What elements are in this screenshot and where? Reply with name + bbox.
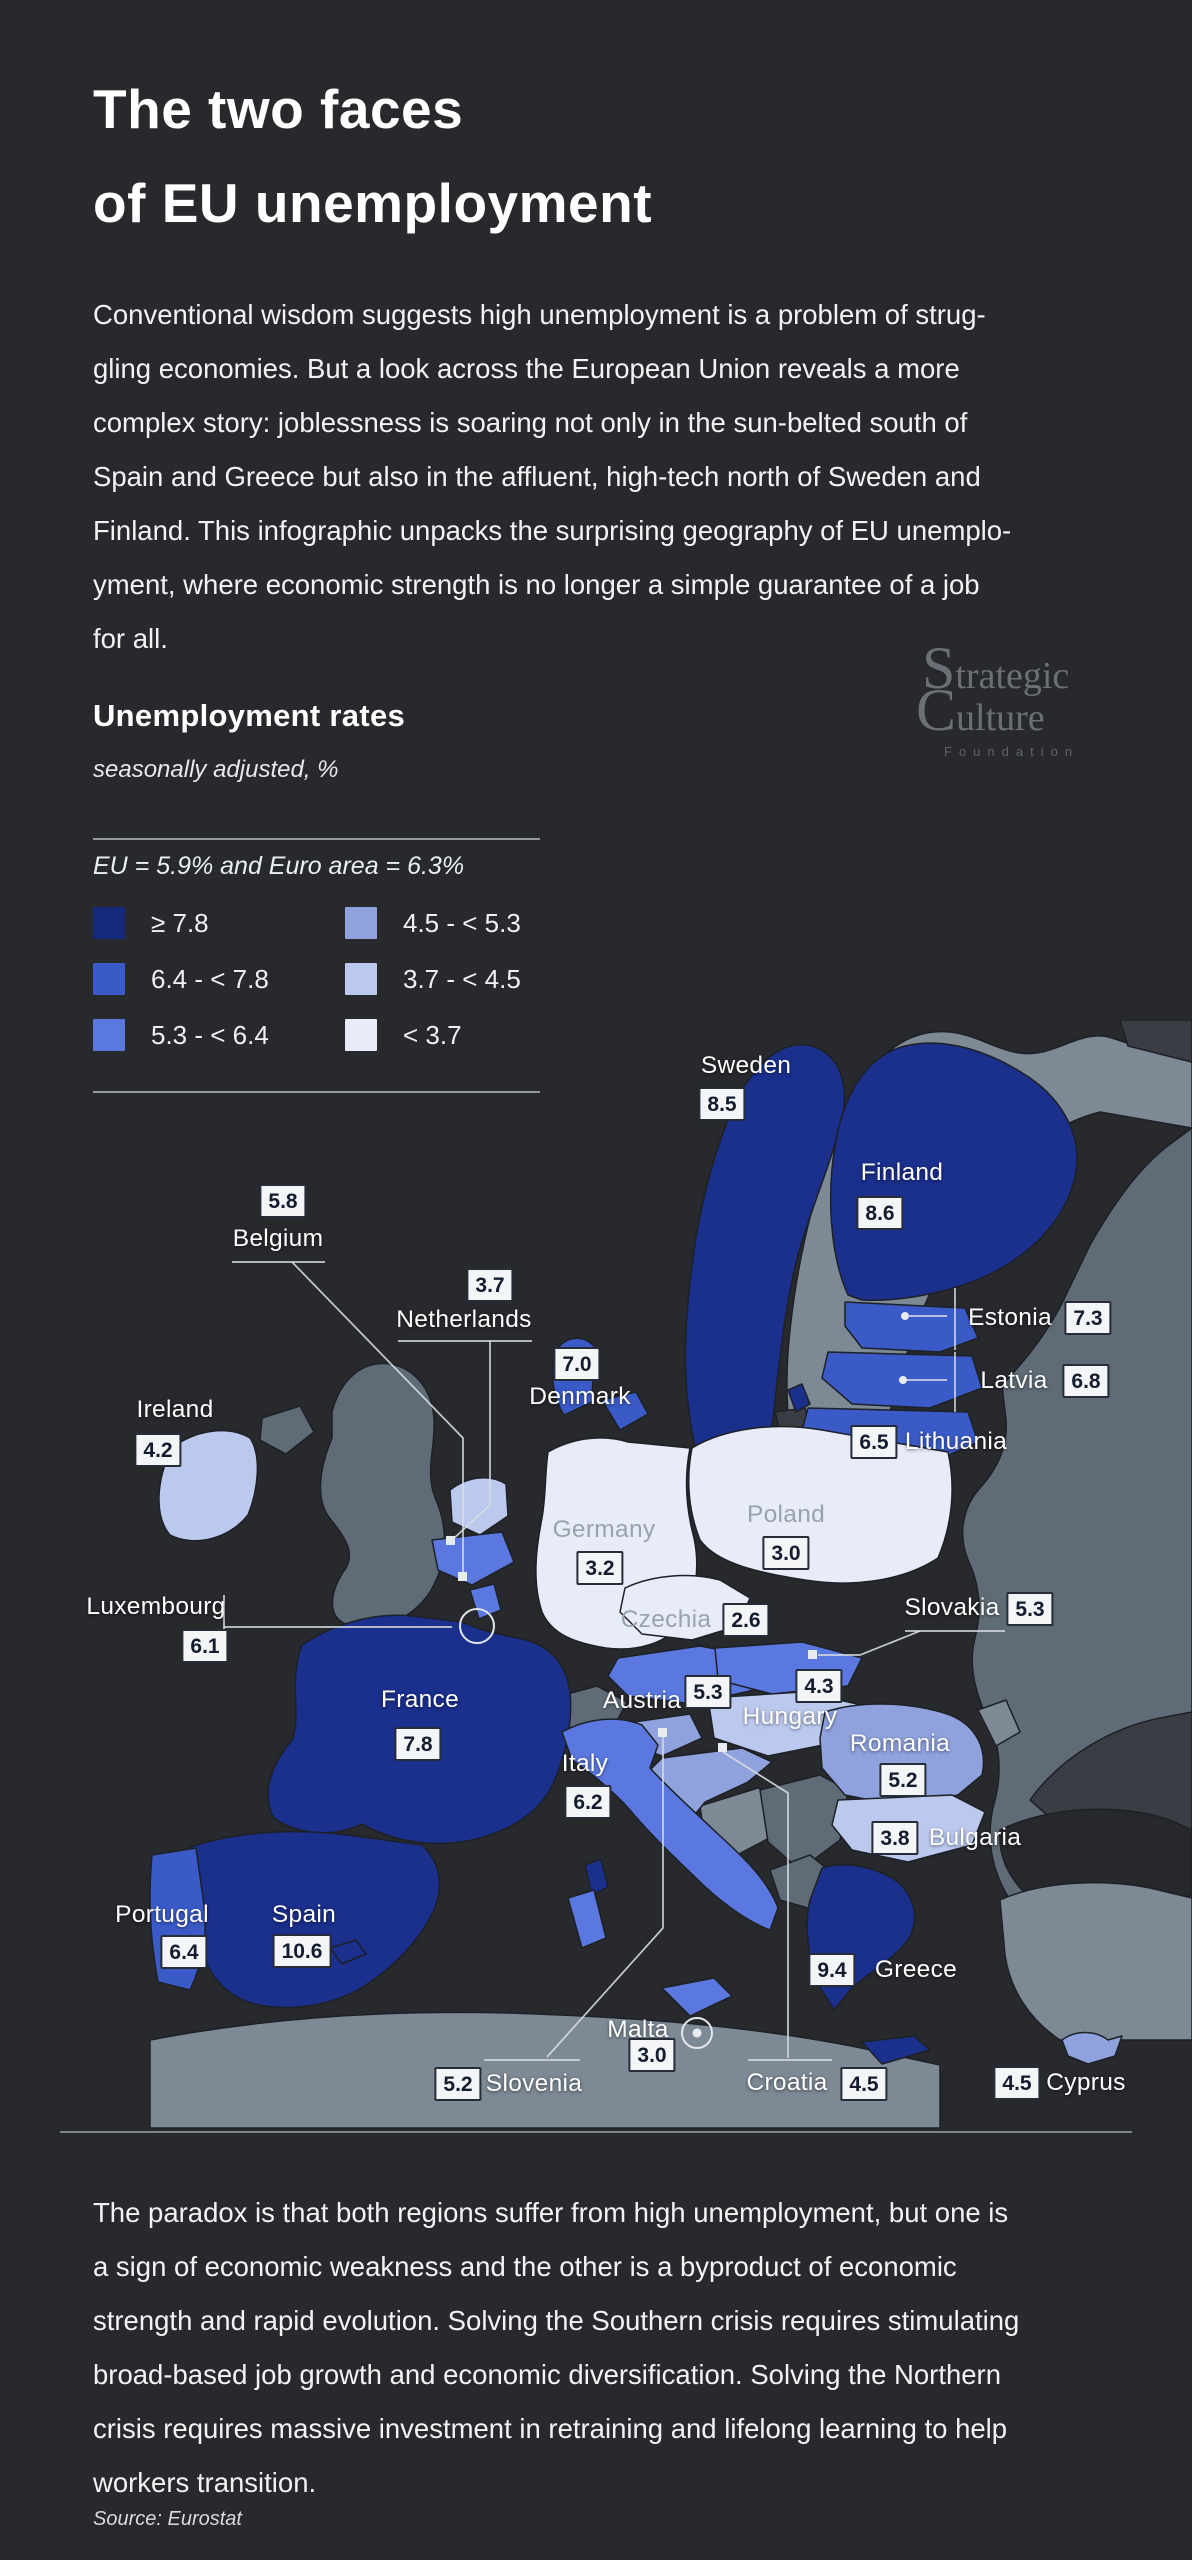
island-gotland: [787, 1383, 811, 1413]
land-patch-northeast: [1119, 1020, 1192, 1063]
land-patch-black-sea-north: [1029, 1711, 1192, 1836]
island-corsica: [584, 1858, 609, 1896]
country-shape-estonia: [844, 1301, 979, 1353]
section-subtitle: seasonally adjusted, %: [93, 756, 339, 783]
legend-column-1: ≥ 7.8 6.4 - < 7.8 5.3 - < 6.4: [93, 906, 343, 1074]
legend-note: EU = 5.9% and Euro area = 6.3%: [93, 852, 465, 880]
legend-swatch: [345, 1019, 377, 1051]
section-heading: Unemployment rates: [93, 698, 406, 733]
country-shape-sweden: [684, 1044, 846, 1523]
legend-range-label: 6.4 - < 7.8: [151, 963, 269, 994]
country-shape-turkey: [999, 1881, 1192, 2041]
country-shape-spain: [187, 1830, 441, 2009]
legend-swatch: [345, 963, 377, 995]
country-shape-poland: [688, 1425, 953, 1584]
legend-swatch: [93, 1019, 125, 1051]
country-shape-denmark: [551, 1337, 595, 1416]
title-line-1: The two faces: [93, 78, 464, 140]
legend-range-label: < 3.7: [403, 1019, 462, 1050]
country-shape-luxembourg: [469, 1583, 502, 1620]
legend-column-2: 4.5 - < 5.3 3.7 - < 4.5 < 3.7: [345, 906, 595, 1074]
legend-row: 6.4 - < 7.8: [93, 962, 343, 996]
legend-range-label: 5.3 - < 6.4: [151, 1019, 269, 1050]
legend-row: 4.5 - < 5.3: [345, 906, 595, 940]
page-title: The two faces of EU unemployment: [93, 62, 652, 250]
country-shape-italy: [561, 1718, 779, 1931]
logo-word-culture: Culture: [916, 677, 1045, 743]
country-shape-eastern-landmass: [961, 1127, 1192, 1901]
island-crete: [861, 2035, 931, 2065]
country-shape-bulgaria: [831, 1794, 986, 1863]
island-sicily: [661, 1977, 733, 2017]
strategic-culture-logo: Strategic Culture Foundation: [916, 635, 1132, 759]
title-line-2: of EU unemployment: [93, 172, 653, 234]
country-shape-portugal: [149, 1847, 206, 1991]
europe-choropleth-map: [149, 1020, 1192, 2129]
country-shape-moldova: [977, 1699, 1021, 1747]
north-africa-coast: [149, 2011, 941, 2129]
legend-row: 5.3 - < 6.4: [93, 1018, 343, 1052]
source-note: Source: Eurostat: [93, 2508, 242, 2530]
intro-paragraph: Conventional wisdom suggests high unempl…: [93, 299, 1012, 654]
country-shape-serbia: [759, 1774, 849, 1871]
legend-top-rule: [93, 838, 540, 840]
legend-range-label: ≥ 7.8: [151, 907, 209, 938]
outro-paragraph: The paradox is that both regions suffer …: [93, 2197, 1020, 2498]
logo-word-strategic: Strategic: [922, 635, 1070, 701]
island-balearics: [329, 1939, 367, 1965]
country-shape-greece: [806, 1864, 916, 2011]
island-cyprus: [1061, 2031, 1123, 2065]
country-shape-denmark-islands: [601, 1391, 649, 1431]
legend-swatch: [93, 963, 125, 995]
legend-range-label: 3.7 - < 4.5: [403, 963, 521, 994]
legend-row: < 3.7: [345, 1018, 595, 1052]
country-shape-romania: [819, 1703, 985, 1806]
country-shape-netherlands: [449, 1477, 509, 1536]
legend-row: ≥ 7.8: [93, 906, 343, 940]
country-shape-ireland: [158, 1429, 259, 1542]
legend-swatch: [345, 907, 377, 939]
malta-marker-ring: [681, 2017, 713, 2049]
country-shape-france: [267, 1614, 572, 1845]
legend-bottom-rule: [93, 1091, 540, 1093]
black-sea: [999, 1808, 1192, 1899]
island-sardinia: [567, 1889, 607, 1949]
legend-swatch: [93, 907, 125, 939]
country-shape-finland: [829, 1042, 1078, 1301]
country-shape-belgium: [431, 1531, 515, 1586]
map-bottom-rule: [60, 2131, 1132, 2133]
legend-row: 3.7 - < 4.5: [345, 962, 595, 996]
country-shape-northern-ireland: [259, 1405, 315, 1455]
malta-marker-dot: [692, 2028, 702, 2038]
logo-word-foundation: Foundation: [944, 744, 1080, 759]
legend-range-label: 4.5 - < 5.3: [403, 907, 521, 938]
country-shape-czechia: [619, 1574, 751, 1641]
country-shape-united-kingdom: [319, 1362, 446, 1629]
